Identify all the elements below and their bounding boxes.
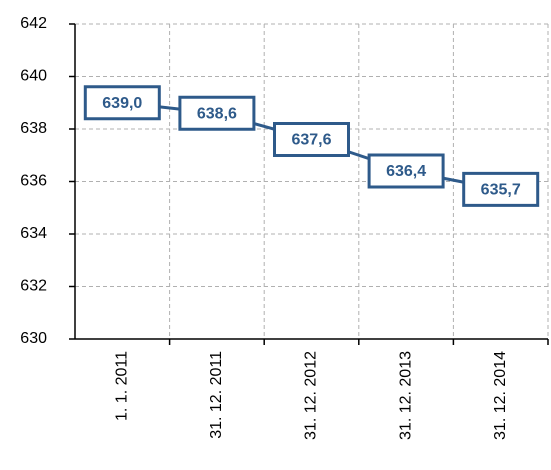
data-label-box — [367, 153, 445, 189]
data-label-box — [83, 85, 161, 121]
y-tick-label: 642 — [20, 15, 47, 32]
data-label: 636,4 — [386, 163, 426, 180]
y-tick-label: 630 — [20, 330, 47, 347]
y-tick-label: 632 — [20, 278, 47, 295]
data-label-box — [273, 122, 350, 157]
y-tick-label: 636 — [20, 173, 47, 190]
data-label: 637,6 — [291, 132, 331, 149]
x-tick-label: 31. 12. 2013 — [397, 351, 414, 440]
x-tick-label: 1. 1. 2011 — [114, 351, 131, 421]
data-label: 638,6 — [197, 105, 237, 122]
y-tick-label: 640 — [20, 68, 47, 85]
data-label: 635,7 — [481, 182, 521, 199]
data-label: 639,0 — [102, 95, 142, 112]
y-tick-label: 634 — [20, 225, 47, 242]
y-tick-label: 638 — [20, 120, 47, 137]
data-label-box — [178, 95, 256, 131]
x-tick-label: 31. 12. 2012 — [303, 351, 320, 440]
data-label-box — [462, 171, 540, 207]
x-tick-label: 31. 12. 2014 — [492, 351, 509, 440]
x-tick-label: 31. 12. 2011 — [208, 351, 225, 439]
